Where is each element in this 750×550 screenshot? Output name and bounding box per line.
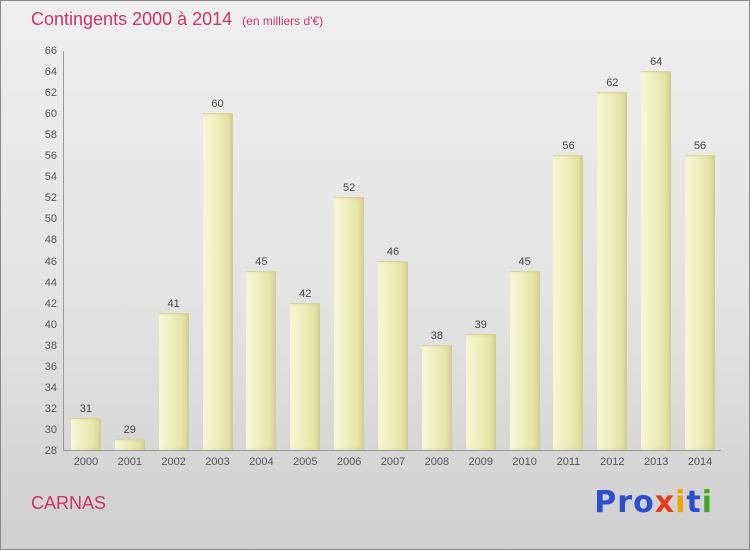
bar-2011 [553, 155, 584, 450]
y-axis-tick-label: 66 [44, 45, 57, 57]
y-axis-tick-label: 42 [44, 297, 57, 310]
bar-value-label: 56 [562, 140, 575, 153]
bar-2009 [465, 334, 496, 450]
bar-value-label: 39 [474, 319, 487, 332]
bar-2007 [378, 260, 408, 450]
bar-2003 [202, 113, 233, 450]
y-axis-tick-label: 46 [44, 255, 57, 268]
bar-value-label: 60 [211, 98, 224, 111]
x-axis-tick-label: 2002 [161, 456, 186, 468]
y-axis-tick-label: 56 [44, 150, 57, 163]
bar-chart-plot-area: 31 2000 29 2001 41 2002 60 2003 45 2004 42 2005 52 20… [63, 51, 721, 468]
x-axis-tick-label: 2009 [468, 456, 493, 468]
location-label: CARNAS [31, 493, 107, 513]
logo-letter: P [594, 485, 618, 520]
x-axis-tick-label: 2001 [117, 456, 143, 468]
bar-2014 [685, 155, 716, 450]
bar-2001 [114, 439, 145, 450]
y-axis-tick-label: 36 [44, 360, 57, 373]
logo-letter: x [654, 485, 676, 520]
y-axis-tick-label: 50 [44, 213, 57, 226]
x-axis-tick-label: 2008 [424, 456, 450, 468]
x-axis-tick-label: 2000 [73, 456, 99, 468]
bar-2005 [290, 302, 321, 450]
bar-value-label: 42 [299, 287, 312, 300]
bar-2010 [509, 271, 540, 450]
x-axis-tick-label: 2013 [643, 456, 669, 468]
y-axis-tick-label: 60 [44, 108, 57, 121]
bar-value-label: 62 [606, 77, 619, 90]
bar-2012 [597, 92, 628, 450]
bar-value-label: 52 [342, 182, 356, 195]
bar-value-label: 45 [255, 256, 268, 269]
x-axis-tick-label: 2006 [336, 456, 362, 468]
y-axis-tick-label: 44 [44, 276, 57, 289]
y-axis-tick-label: 30 [44, 423, 57, 436]
x-axis-tick-label: 2014 [687, 456, 713, 468]
proxiti-logo[interactable]: Proxiti [594, 485, 713, 520]
y-axis-tick-label: 40 [44, 318, 57, 331]
bar-value-label: 41 [167, 298, 180, 311]
y-axis-tick-label: 58 [44, 129, 57, 142]
y-axis-tick-label: 62 [44, 87, 57, 100]
x-axis-tick-label: 2011 [556, 456, 581, 468]
x-axis-tick-label: 2012 [600, 456, 625, 468]
bar-2008 [421, 344, 452, 450]
y-axis-tick-label: 52 [44, 192, 57, 205]
y-axis-tick-label: 34 [44, 381, 57, 394]
chart-title: Contingents 2000 à 2014 (en milliers d'€) [31, 9, 323, 30]
bar-2006 [334, 197, 365, 450]
logo-letter: o [633, 485, 655, 520]
logo-letter: i [701, 485, 713, 520]
bar-2013 [641, 71, 672, 450]
bar-value-label: 45 [518, 256, 531, 269]
y-axis-tick-label: 54 [44, 171, 57, 184]
y-axis-tick-label: 28 [44, 445, 57, 457]
y-axis-tick-label: 64 [44, 66, 57, 79]
bar-value-label: 46 [386, 245, 400, 258]
chart-subtitle: (en milliers d'€) [242, 14, 324, 28]
bar-value-label: 38 [430, 329, 443, 342]
logo-letter: t [686, 485, 702, 520]
x-axis-tick-label: 2005 [293, 456, 318, 468]
logo-letter: r [617, 485, 634, 520]
bar-value-label: 64 [650, 56, 663, 69]
y-axis-tick-label: 48 [44, 234, 57, 247]
x-axis-tick-label: 2004 [249, 456, 274, 468]
x-axis-tick-label: 2003 [205, 456, 230, 468]
x-axis-tick-label: 2010 [512, 456, 537, 468]
logo-letter: i [675, 485, 687, 520]
bar-value-label: 29 [123, 424, 136, 437]
y-axis-tick-label: 32 [44, 402, 57, 415]
bar-2002 [158, 313, 189, 450]
bar-2004 [246, 271, 277, 450]
chart-title-text: Contingents 2000 à 2014 [31, 9, 233, 29]
bar-value-label: 56 [693, 140, 707, 153]
bar-value-label: 31 [79, 403, 93, 416]
y-axis-tick-label: 38 [44, 339, 57, 352]
bar-2000 [70, 418, 101, 450]
x-axis-tick-label: 2007 [380, 456, 406, 468]
